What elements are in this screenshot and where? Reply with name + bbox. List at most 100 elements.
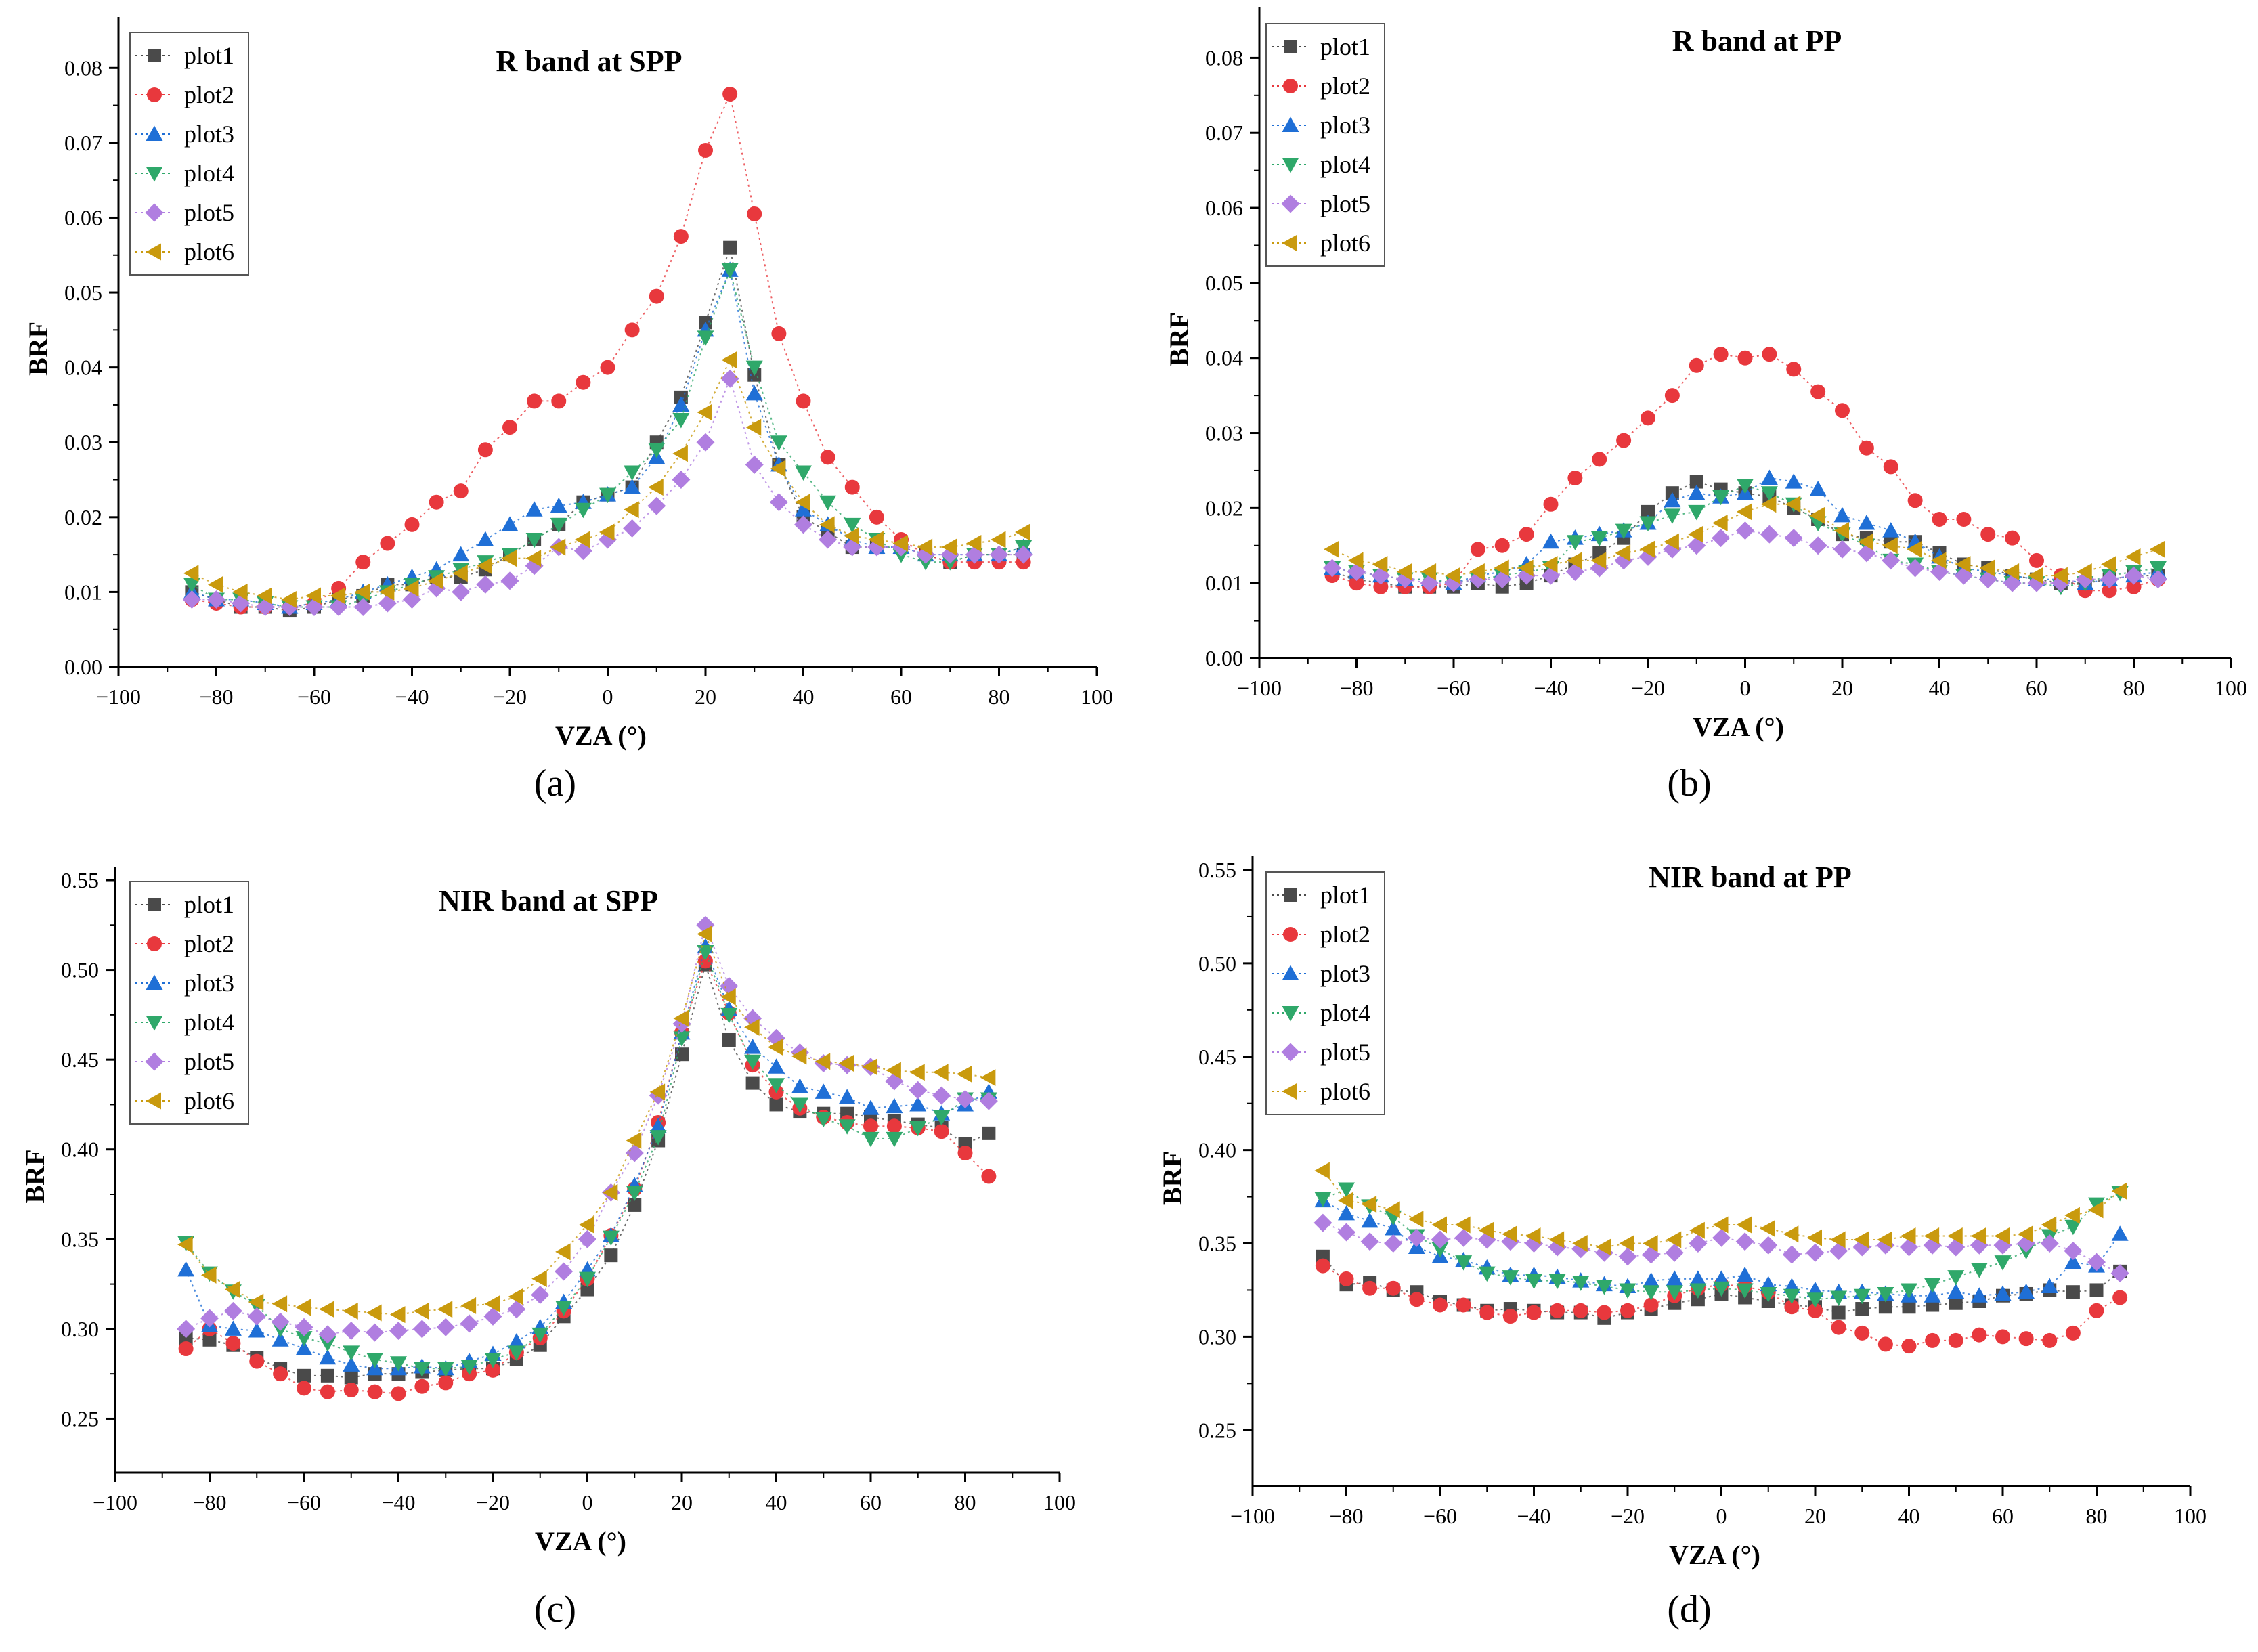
data-point-plot2 xyxy=(297,1381,311,1396)
y-tick-label: 0.07 xyxy=(64,131,102,155)
data-point-plot1 xyxy=(1902,1300,1916,1314)
data-point-plot2 xyxy=(1550,1303,1565,1318)
data-point-plot5 xyxy=(366,1323,385,1342)
data-point-plot6 xyxy=(1314,1162,1330,1179)
data-point-plot6 xyxy=(531,1270,547,1288)
data-point-plot2 xyxy=(844,479,860,495)
x-tick-label: 40 xyxy=(1898,1504,1920,1528)
y-tick-label: 0.02 xyxy=(64,505,102,529)
data-point-plot4 xyxy=(1639,516,1657,532)
y-tick-label: 0.06 xyxy=(1205,196,1243,220)
data-point-plot6 xyxy=(501,550,517,567)
data-point-plot6 xyxy=(1494,559,1509,577)
legend-label: plot4 xyxy=(184,160,234,187)
data-point-plot4 xyxy=(697,945,714,961)
data-point-plot6 xyxy=(452,565,468,582)
series-plot4 xyxy=(177,945,997,1377)
data-point-plot6 xyxy=(1806,1229,1822,1246)
legend-marker-plot5 xyxy=(1281,194,1300,213)
data-point-plot6 xyxy=(1572,1235,1588,1253)
y-tick-label: 0.08 xyxy=(1205,45,1243,70)
data-point-plot4 xyxy=(574,502,592,519)
y-tick-label: 0.03 xyxy=(1205,421,1243,445)
data-point-plot3 xyxy=(1643,1272,1660,1288)
data-point-plot6 xyxy=(437,1301,453,1318)
legend-marker-plot3 xyxy=(146,125,163,141)
data-point-plot4 xyxy=(1760,486,1778,502)
data-point-plot3 xyxy=(744,1039,762,1054)
data-point-plot6 xyxy=(2028,567,2043,584)
data-point-plot3 xyxy=(2018,1283,2035,1299)
legend-label: plot3 xyxy=(1320,112,1370,139)
data-point-plot4 xyxy=(1548,1274,1566,1290)
series-line-plot6 xyxy=(1332,503,2158,577)
data-point-plot6 xyxy=(648,479,664,496)
legend-box xyxy=(1265,871,1385,1115)
data-point-plot2 xyxy=(722,87,738,102)
data-point-plot5 xyxy=(2110,1264,2129,1283)
series-line-plot6 xyxy=(1322,1170,2121,1248)
data-point-plot4 xyxy=(437,1362,454,1377)
series-plot5 xyxy=(1313,1213,2129,1283)
y-tick-label: 0.55 xyxy=(1198,858,1236,882)
series-plot3 xyxy=(183,261,1033,614)
data-point-plot6 xyxy=(428,572,443,590)
x-tick-label: 0 xyxy=(1740,676,1751,700)
data-point-plot5 xyxy=(1571,1240,1590,1259)
x-tick-label: 40 xyxy=(766,1490,787,1515)
data-point-plot4 xyxy=(579,1271,596,1288)
data-point-plot3 xyxy=(1809,481,1827,496)
data-point-plot6 xyxy=(886,1062,901,1079)
data-point-plot5 xyxy=(2100,570,2119,589)
data-point-plot6 xyxy=(2125,548,2141,565)
legend-marker-plot2 xyxy=(1283,79,1298,93)
data-point-plot6 xyxy=(272,1295,288,1313)
data-point-plot6 xyxy=(404,580,419,597)
y-axis-label: BRF xyxy=(1157,1151,1188,1205)
y-tick-label: 0.00 xyxy=(1205,646,1243,670)
data-point-plot4 xyxy=(1853,1288,1871,1305)
x-tick-label: −80 xyxy=(1329,1504,1363,1528)
x-tick-label: −20 xyxy=(1631,676,1665,700)
data-point-plot3 xyxy=(224,1320,242,1336)
data-point-plot4 xyxy=(624,465,641,481)
data-point-plot1 xyxy=(604,1248,618,1263)
series-plot5 xyxy=(182,369,1033,617)
series-plot6 xyxy=(177,926,996,1324)
y-tick-label: 0.06 xyxy=(64,205,102,230)
data-point-plot5 xyxy=(1829,1242,1848,1261)
data-point-plot6 xyxy=(390,1306,406,1324)
data-point-plot3 xyxy=(838,1089,856,1104)
data-point-plot1 xyxy=(2089,1283,2104,1297)
legend-label: plot4 xyxy=(1320,151,1370,178)
y-tick-label: 0.04 xyxy=(1205,346,1243,370)
data-point-plot2 xyxy=(343,1383,359,1398)
data-point-plot5 xyxy=(1759,1236,1778,1255)
data-point-plot3 xyxy=(1970,1287,1988,1303)
data-point-plot4 xyxy=(1712,490,1730,506)
x-tick-label: −20 xyxy=(1611,1504,1645,1528)
x-tick-label: 100 xyxy=(2174,1504,2207,1528)
data-point-plot4 xyxy=(1783,1288,1800,1305)
data-point-plot5 xyxy=(476,575,495,594)
data-point-plot4 xyxy=(1431,1242,1449,1258)
legend-marker-plot2 xyxy=(147,936,162,951)
data-point-plot5 xyxy=(745,455,764,474)
data-point-plot2 xyxy=(771,326,787,341)
data-point-plot4 xyxy=(1901,1283,1917,1299)
data-point-plot6 xyxy=(721,351,737,369)
data-point-plot6 xyxy=(366,1304,382,1322)
x-axis-label: VZA (°) xyxy=(555,720,647,751)
data-point-plot2 xyxy=(697,953,713,969)
data-point-plot5 xyxy=(1642,1245,1661,1264)
data-point-plot6 xyxy=(1455,1216,1471,1234)
data-point-plot4 xyxy=(1760,1286,1777,1303)
data-point-plot6 xyxy=(1783,1225,1799,1243)
data-point-plot4 xyxy=(1806,1292,1824,1308)
data-point-plot6 xyxy=(868,531,884,548)
data-point-plot2 xyxy=(2005,530,2020,546)
data-point-plot3 xyxy=(1760,469,1778,485)
data-point-plot4 xyxy=(672,413,690,429)
data-point-plot4 xyxy=(721,263,739,279)
data-point-plot6 xyxy=(745,418,762,436)
